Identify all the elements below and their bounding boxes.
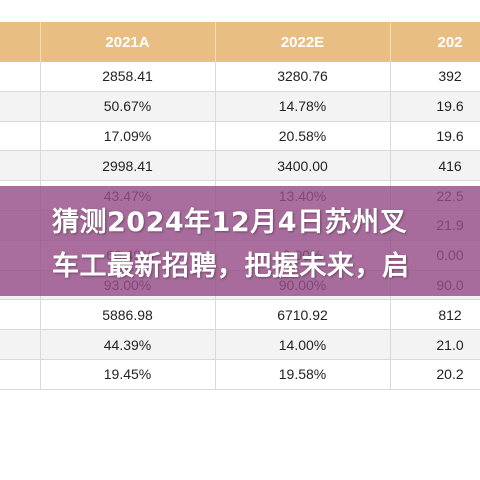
table-cell: 5886.98 bbox=[40, 299, 216, 331]
headline-line-2: 车工最新招聘，把握未来，启 bbox=[52, 251, 410, 282]
table-cell: 20.2 bbox=[390, 359, 480, 390]
table-cell bbox=[0, 121, 41, 152]
table-row: 50.67% 14.78% 19.6 bbox=[0, 91, 480, 122]
table-cell: 6710.92 bbox=[215, 299, 391, 331]
table-cell bbox=[0, 91, 41, 122]
table-cell: 14.78% bbox=[215, 91, 391, 122]
table-cell bbox=[0, 329, 41, 360]
table-row: 2858.41 3280.76 392 bbox=[0, 62, 480, 92]
table-cell: 19.58% bbox=[215, 359, 391, 390]
table-cell: 14.00% bbox=[215, 329, 391, 360]
table-row: 19.45% 19.58% 20.2 bbox=[0, 359, 480, 390]
table-cell: 3280.76 bbox=[215, 62, 391, 92]
header-cell-2021a: 2021A bbox=[40, 22, 216, 62]
table-cell bbox=[0, 150, 41, 182]
header-cell-2023e: 202 bbox=[390, 22, 480, 62]
table-row: 5886.98 6710.92 812 bbox=[0, 299, 480, 331]
table-cell: 19.6 bbox=[390, 121, 480, 152]
table-cell: 19.6 bbox=[390, 91, 480, 122]
table-cell: 392 bbox=[390, 62, 480, 92]
table-row: 44.39% 14.00% 21.0 bbox=[0, 329, 480, 360]
table-cell: 19.45% bbox=[40, 359, 216, 390]
table-cell: 21.0 bbox=[390, 329, 480, 360]
table-cell: 812 bbox=[390, 299, 480, 331]
header-cell-2022e: 2022E bbox=[215, 22, 391, 62]
table-cell bbox=[0, 299, 41, 331]
header-cell-label bbox=[0, 22, 41, 62]
table-cell bbox=[0, 62, 41, 92]
table-row: 17.09% 20.58% 19.6 bbox=[0, 121, 480, 152]
headline-banner: 猜测2024年12月4日苏州叉 车工最新招聘，把握未来，启 bbox=[0, 186, 480, 296]
table-cell: 2998.41 bbox=[40, 150, 216, 182]
table-cell: 44.39% bbox=[40, 329, 216, 360]
table-row: 2998.41 3400.00 416 bbox=[0, 150, 480, 182]
table-cell: 50.67% bbox=[40, 91, 216, 122]
headline-line-1: 猜测2024年12月4日苏州叉 bbox=[52, 207, 408, 238]
table-cell: 3400.00 bbox=[215, 150, 391, 182]
table-cell: 416 bbox=[390, 150, 480, 182]
table-cell: 17.09% bbox=[40, 121, 216, 152]
table-cell: 2858.41 bbox=[40, 62, 216, 92]
table-cell bbox=[0, 359, 41, 390]
table-cell: 20.58% bbox=[215, 121, 391, 152]
table-header-row: 2021A 2022E 202 bbox=[0, 22, 480, 62]
